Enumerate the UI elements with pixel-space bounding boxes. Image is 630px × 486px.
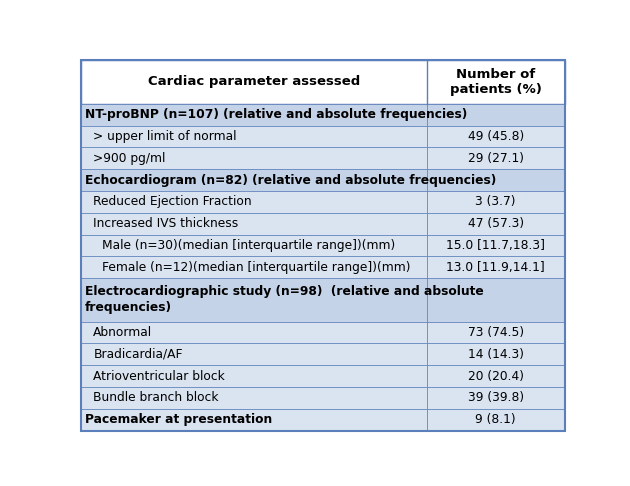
Bar bbox=[81, 213, 427, 235]
Bar bbox=[81, 147, 427, 169]
Bar bbox=[427, 256, 564, 278]
Text: 47 (57.3): 47 (57.3) bbox=[467, 217, 524, 230]
Text: Echocardiogram (n=82) (relative and absolute frequencies): Echocardiogram (n=82) (relative and abso… bbox=[85, 174, 496, 187]
Bar bbox=[81, 278, 427, 322]
Text: Cardiac parameter assessed: Cardiac parameter assessed bbox=[148, 75, 360, 88]
Text: 14 (14.3): 14 (14.3) bbox=[467, 348, 524, 361]
Text: Reduced Ejection Fraction: Reduced Ejection Fraction bbox=[93, 195, 252, 208]
Text: 9 (8.1): 9 (8.1) bbox=[476, 413, 516, 426]
Text: Electrocardiographic study (n=98)  (relative and absolute
frequencies): Electrocardiographic study (n=98) (relat… bbox=[85, 285, 484, 314]
Text: Female (n=12)(median [interquartile range])(mm): Female (n=12)(median [interquartile rang… bbox=[101, 260, 410, 274]
Bar bbox=[427, 235, 564, 256]
Text: Bundle branch block: Bundle branch block bbox=[93, 392, 219, 404]
Bar bbox=[427, 409, 564, 431]
Text: 3 (3.7): 3 (3.7) bbox=[476, 195, 516, 208]
Bar bbox=[427, 344, 564, 365]
Bar bbox=[427, 278, 564, 322]
Text: 39 (39.8): 39 (39.8) bbox=[467, 392, 524, 404]
Text: 49 (45.8): 49 (45.8) bbox=[467, 130, 524, 143]
Bar bbox=[81, 235, 427, 256]
Bar bbox=[81, 387, 427, 409]
Text: Bradicardia/AF: Bradicardia/AF bbox=[93, 348, 183, 361]
Text: 20 (20.4): 20 (20.4) bbox=[467, 370, 524, 382]
Text: Pacemaker at presentation: Pacemaker at presentation bbox=[85, 413, 272, 426]
Bar bbox=[427, 147, 564, 169]
Text: Increased IVS thickness: Increased IVS thickness bbox=[93, 217, 239, 230]
Text: >900 pg/ml: >900 pg/ml bbox=[93, 152, 166, 165]
Text: Atrioventricular block: Atrioventricular block bbox=[93, 370, 225, 382]
Bar bbox=[427, 213, 564, 235]
Bar bbox=[81, 104, 427, 125]
Bar bbox=[81, 322, 427, 344]
Bar bbox=[81, 409, 427, 431]
Bar bbox=[427, 365, 564, 387]
Bar bbox=[81, 365, 427, 387]
Bar bbox=[81, 169, 427, 191]
Text: Male (n=30)(median [interquartile range])(mm): Male (n=30)(median [interquartile range]… bbox=[101, 239, 395, 252]
Bar bbox=[427, 125, 564, 147]
Text: Abnormal: Abnormal bbox=[93, 326, 152, 339]
Text: 29 (27.1): 29 (27.1) bbox=[467, 152, 524, 165]
Bar bbox=[427, 169, 564, 191]
Text: Number of
patients (%): Number of patients (%) bbox=[450, 68, 542, 96]
Text: NT-proBNP (n=107) (relative and absolute frequencies): NT-proBNP (n=107) (relative and absolute… bbox=[85, 108, 467, 121]
Bar bbox=[427, 104, 564, 125]
Bar bbox=[427, 191, 564, 213]
Bar bbox=[427, 322, 564, 344]
Text: 73 (74.5): 73 (74.5) bbox=[467, 326, 524, 339]
Bar bbox=[81, 60, 564, 104]
Text: 15.0 [11.7,18.3]: 15.0 [11.7,18.3] bbox=[446, 239, 545, 252]
Bar bbox=[81, 125, 427, 147]
Text: 13.0 [11.9,14.1]: 13.0 [11.9,14.1] bbox=[446, 260, 545, 274]
Text: > upper limit of normal: > upper limit of normal bbox=[93, 130, 237, 143]
Bar bbox=[427, 387, 564, 409]
Bar bbox=[81, 344, 427, 365]
Bar bbox=[81, 256, 427, 278]
Bar bbox=[81, 191, 427, 213]
